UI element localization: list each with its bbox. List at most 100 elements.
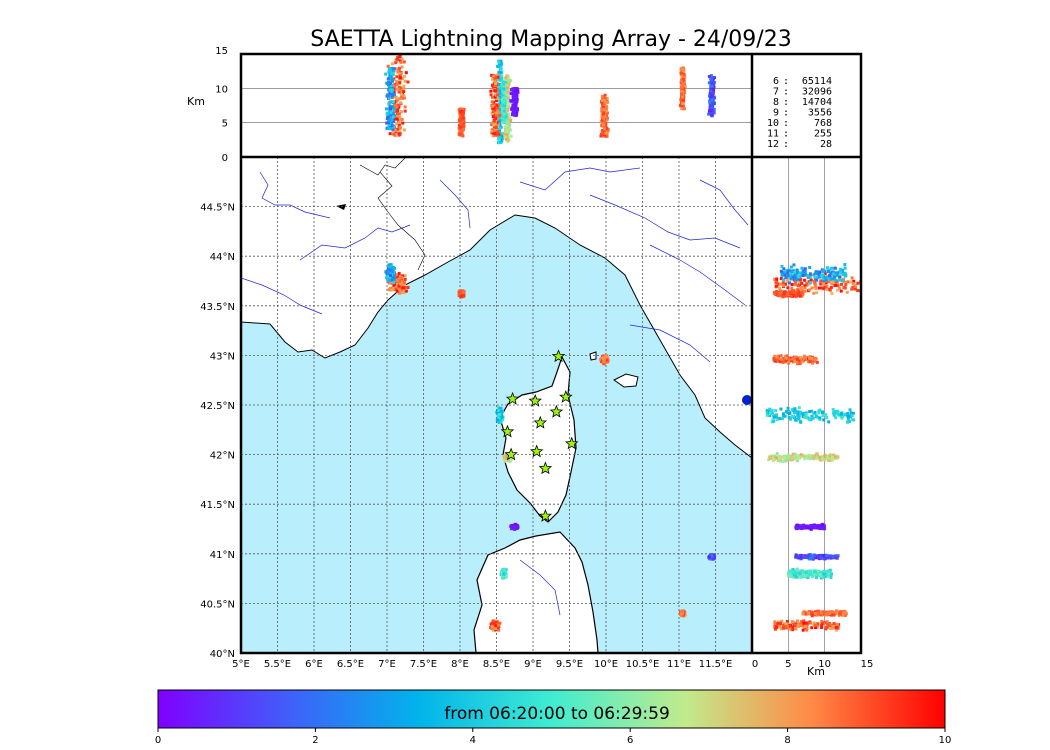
latitude-source-point (800, 289, 804, 293)
altitude-source-point (604, 109, 608, 113)
altitude-source-point (605, 127, 609, 131)
altitude-source-point (395, 127, 399, 131)
altitude-source-point (503, 99, 507, 103)
latitude-source-point (808, 265, 812, 269)
latitude-source-point (814, 276, 818, 280)
latitude-source-point (778, 417, 782, 421)
altitude-source-point (459, 121, 463, 125)
map-source-point (504, 568, 508, 572)
latitude-source-point (797, 454, 801, 458)
latitude-source-point (822, 572, 826, 576)
latitude-source-point (797, 358, 801, 362)
latitude-source-point (828, 454, 832, 458)
latitude-source-point (803, 278, 807, 282)
altitude-source-point (495, 87, 499, 91)
map-source-point (386, 277, 390, 281)
altitude-source-point (510, 99, 514, 103)
altitude-source-point (512, 94, 516, 98)
latitude-source-point (765, 413, 769, 417)
latitude-source-point (802, 354, 806, 358)
altitude-source-point (459, 125, 463, 129)
latitude-source-point (768, 411, 772, 415)
map-source-point (498, 406, 502, 410)
latitude-source-point (779, 459, 783, 463)
map-grid (241, 157, 752, 653)
latitude-source-point (794, 554, 798, 558)
map-source-point (513, 523, 517, 527)
latitude-source-point (780, 271, 784, 275)
map-x-tick-label: 11.5°E (699, 659, 733, 670)
altitude-source-point (462, 121, 466, 125)
latitude-source-point (812, 457, 816, 461)
altitude-source-point (493, 79, 497, 83)
map-source-point (460, 289, 464, 293)
latitude-source-point (776, 623, 780, 627)
altitude-source-point (602, 117, 606, 121)
latitude-source-point (839, 610, 843, 614)
latitude-source-point (788, 627, 792, 631)
latitude-source-point (819, 274, 823, 278)
altitude-source-point (502, 120, 506, 124)
latitude-source-point (794, 570, 798, 574)
latitude-source-point (800, 281, 804, 285)
latitude-source-point (823, 554, 827, 558)
latitude-source-point (799, 553, 803, 557)
station-star-icon (549, 404, 564, 418)
altitude-source-point (506, 135, 510, 139)
altitude-source-point (600, 115, 604, 119)
map-source-point (504, 458, 508, 462)
latitude-source-point (803, 457, 807, 461)
altitude-source-point (605, 106, 609, 110)
latitude-source-point (834, 283, 838, 287)
altitude-source-point (500, 106, 504, 110)
altitude-source-point (497, 60, 501, 64)
altitude-source-point (600, 98, 604, 102)
altitude-source-point (395, 105, 399, 109)
map-source-point (400, 284, 404, 288)
latitude-source-point (830, 623, 834, 627)
altitude-source-point (681, 83, 685, 87)
altitude-source-point (507, 112, 511, 116)
altitude-source-point (605, 111, 609, 115)
latitude-source-point (779, 277, 783, 281)
altitude-source-point (602, 120, 606, 124)
altitude-source-point (499, 138, 503, 142)
latitude-source-point (825, 625, 829, 629)
latitude-source-point (825, 284, 829, 288)
altitude-source-point (495, 84, 499, 88)
altitude-source-point (387, 127, 391, 131)
map-source-point (602, 356, 606, 360)
map-source-point (389, 274, 393, 278)
latitude-source-point (791, 452, 795, 456)
station-star-icon (529, 444, 544, 458)
latitude-source-point (826, 267, 830, 271)
latitude-source-point (849, 280, 853, 284)
altitude-source-point (390, 71, 394, 75)
latitude-source-point (793, 452, 797, 456)
latitude-source-point (814, 570, 818, 574)
altitude-source-point (512, 106, 516, 110)
latitude-source-point (813, 554, 817, 558)
altitude-source-point (397, 121, 401, 125)
map-source-point (406, 285, 410, 289)
latitude-source-point (796, 410, 800, 414)
map-y-tick-label: 43°N (210, 351, 235, 362)
altitude-source-point (604, 113, 608, 117)
latitude-source-point (787, 361, 791, 365)
altitude-source-point (606, 100, 610, 104)
latitude-source-point (825, 553, 829, 557)
altitude-source-point (680, 74, 684, 78)
altitude-source-point (509, 134, 513, 138)
map-source-point (496, 623, 500, 627)
map-source-point (602, 362, 606, 366)
altitude-source-point (402, 84, 406, 88)
latitude-source-point (840, 278, 844, 282)
altitude-source-point (390, 66, 394, 70)
latitude-source-point (807, 356, 811, 360)
latitude-source-point (821, 273, 825, 277)
altitude-source-point (493, 122, 497, 126)
latitude-source-point (814, 414, 818, 418)
latitude-source-point (774, 409, 778, 413)
latitude-panel-x-tick-label: 5 (785, 659, 791, 670)
latitude-source-point (791, 357, 795, 361)
